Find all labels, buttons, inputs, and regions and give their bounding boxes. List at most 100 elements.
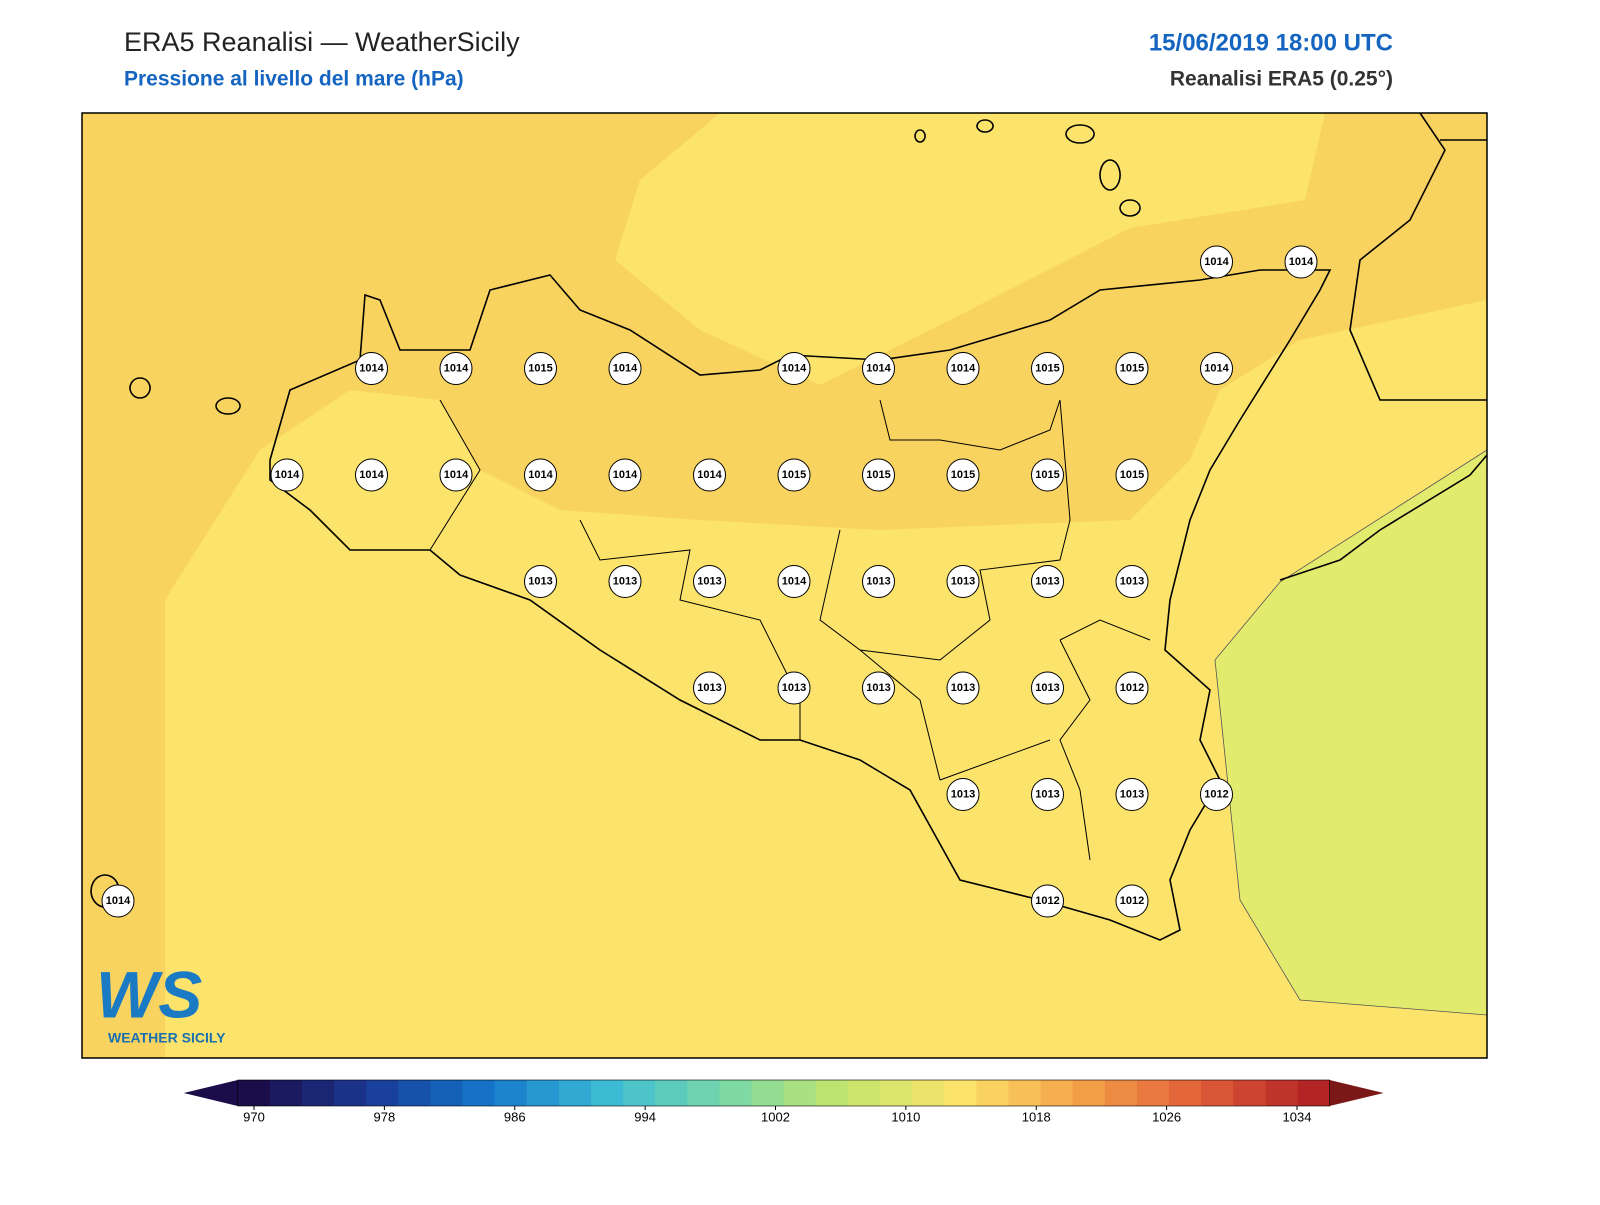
- coastlines: [90, 113, 1487, 941]
- station-marker: [1031, 352, 1064, 385]
- colorbar-band: [1233, 1080, 1266, 1106]
- colorbar-tick-label: 970: [243, 1109, 265, 1124]
- station-marker: [1031, 778, 1064, 811]
- station-marker: [946, 458, 980, 492]
- station-value: 1015: [1035, 362, 1059, 374]
- station-value: 1013: [951, 788, 975, 800]
- colorbar-band: [687, 1080, 720, 1106]
- colorbar-band: [1169, 1080, 1202, 1106]
- station-value: 1012: [1035, 895, 1059, 907]
- station-marker: [1115, 671, 1149, 705]
- logo-initials: WS: [96, 957, 202, 1031]
- station-value: 1012: [1120, 895, 1144, 907]
- colorbar-outline: [237, 1079, 1330, 1107]
- colorbar-band: [847, 1080, 881, 1106]
- pressure-zone: [165, 300, 1487, 1058]
- colorbar-band: [1297, 1080, 1331, 1106]
- colorbar-band: [430, 1080, 464, 1106]
- pressure-zone: [615, 113, 1325, 385]
- station-value: 1013: [1120, 788, 1144, 800]
- colorbar-band: [366, 1080, 399, 1106]
- station-marker: [1115, 778, 1149, 811]
- colorbar-band: [494, 1080, 528, 1106]
- station-value: 1014: [782, 575, 807, 587]
- station-value: 1015: [866, 469, 890, 481]
- station-marker: [101, 884, 135, 918]
- colorbar-band: [1265, 1080, 1298, 1106]
- station-marker: [1031, 884, 1064, 918]
- stations: 1014 1014 1014 1014 1015 1014 1014 1014 1014 1015…: [101, 245, 1318, 918]
- colorbar-over: [1329, 1080, 1384, 1106]
- station-marker: [1200, 352, 1233, 385]
- station-marker: [608, 565, 642, 598]
- station-marker: [439, 352, 473, 385]
- station-marker: [946, 778, 980, 811]
- station-marker: [693, 565, 726, 598]
- station-value: 1013: [1035, 575, 1059, 587]
- station-marker: [524, 458, 557, 492]
- colorbar-band: [655, 1080, 688, 1106]
- colorbar-band: [719, 1080, 753, 1106]
- colorbar-band: [237, 1080, 271, 1106]
- station-value: 1014: [528, 469, 553, 481]
- station-marker: [1031, 671, 1064, 705]
- station-value: 1014: [106, 895, 131, 907]
- station-marker: [270, 458, 304, 492]
- station-value: 1014: [951, 362, 976, 374]
- colorbar-band: [269, 1080, 303, 1106]
- colorbar-band: [558, 1080, 592, 1106]
- station-marker: [1115, 352, 1149, 385]
- station-value: 1015: [528, 362, 552, 374]
- station-value: 1015: [951, 469, 975, 481]
- station-marker: [1200, 245, 1233, 279]
- pressure-zone: [1214, 449, 1487, 1016]
- station-marker: [355, 352, 388, 385]
- station-value: 1013: [1035, 682, 1059, 694]
- station-marker: [1284, 245, 1318, 279]
- station-marker: [1115, 884, 1149, 918]
- station-marker: [439, 458, 473, 492]
- station-marker: [524, 352, 557, 385]
- station-marker: [1031, 458, 1064, 492]
- station-value: 1014: [1204, 362, 1229, 374]
- station-value: 1014: [359, 362, 384, 374]
- colorbar-tick-label: 1002: [761, 1109, 790, 1124]
- colorbar-tick-label: 1026: [1152, 1109, 1181, 1124]
- datetime: 15/06/2019 18:00 UTC: [1149, 29, 1393, 56]
- station-value: 1013: [1035, 788, 1059, 800]
- logo-name: WEATHER SICILY: [108, 1030, 226, 1046]
- station-marker: [355, 458, 388, 492]
- station-value: 1014: [444, 469, 469, 481]
- colorbar-band: [1040, 1080, 1074, 1106]
- station-value: 1012: [1204, 788, 1228, 800]
- colorbar-band: [944, 1080, 977, 1106]
- station-marker: [862, 671, 895, 705]
- colorbar-band: [1136, 1080, 1170, 1106]
- station-value: 1013: [951, 682, 975, 694]
- colorbar-band: [1008, 1080, 1042, 1106]
- station-marker: [777, 671, 811, 705]
- colorbar-tick-label: 1034: [1283, 1109, 1312, 1124]
- station-marker: [1200, 778, 1233, 811]
- colorbar-band: [1104, 1080, 1138, 1106]
- station-marker: [862, 565, 895, 598]
- station-marker: [862, 352, 895, 385]
- station-value: 1013: [866, 575, 890, 587]
- station-value: 1015: [782, 469, 806, 481]
- station-marker: [1031, 565, 1064, 598]
- colorbar-band: [334, 1080, 367, 1106]
- station-value: 1013: [697, 575, 721, 587]
- station-value: 1014: [275, 469, 300, 481]
- station-marker: [1115, 565, 1149, 598]
- colorbar-tick-label: 1018: [1022, 1109, 1051, 1124]
- station-value: 1014: [613, 469, 638, 481]
- colorbar-tick-label: 1010: [891, 1109, 920, 1124]
- colorbar-band: [879, 1080, 913, 1106]
- province-borders: [429, 399, 1151, 861]
- logo: WS WEATHER SICILY: [96, 957, 226, 1045]
- colorbar-band: [976, 1080, 1009, 1106]
- map-frame: [81, 112, 1488, 1059]
- station-value: 1015: [1120, 469, 1144, 481]
- station-marker: [777, 565, 811, 598]
- station-value: 1014: [1204, 256, 1229, 268]
